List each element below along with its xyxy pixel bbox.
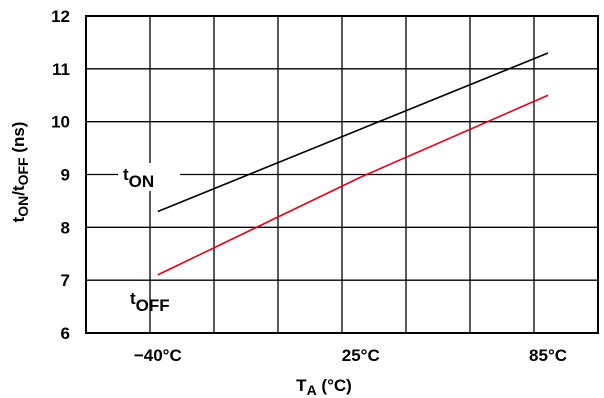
y-axis-title-c: /t: [9, 185, 28, 196]
y-tick-label: 7: [61, 271, 70, 290]
x-tick-label: 85°C: [529, 346, 567, 365]
y-axis-title-b: ON: [15, 196, 31, 217]
y-axis-title-a: t: [9, 216, 28, 222]
series-line-t-off: [157, 94, 549, 276]
y-tick-label: 8: [61, 218, 70, 237]
y-tick-label: 9: [61, 166, 70, 185]
x-tick-label: 25°C: [342, 346, 380, 365]
x-axis-title-main: T: [296, 376, 307, 395]
t-on-label: tON: [123, 165, 154, 191]
plot-frame: [85, 15, 599, 334]
x-tick-labels: −40°C 25°C 85°C: [134, 346, 567, 365]
series-group: [157, 52, 549, 276]
t-on-label-main: t: [123, 165, 129, 184]
t-off-label: tOFF: [130, 289, 170, 315]
x-tick-label: −40°C: [134, 346, 182, 365]
y-tick-label: 11: [52, 60, 70, 79]
x-axis-title: TA (°C): [296, 376, 352, 398]
t-on-label-bg: [118, 163, 180, 191]
x-axis-title-rest: (°C): [317, 376, 352, 395]
y-axis-title-e: (ns): [9, 122, 28, 158]
y-tick-labels: 6 7 8 9 10 11 12: [51, 7, 70, 343]
x-axis-title-sub: A: [307, 382, 317, 398]
t-off-label-main: t: [130, 289, 136, 308]
y-tick-label: 12: [51, 7, 70, 26]
y-axis-title: tON/tOFF (ns): [9, 122, 31, 223]
t-off-label-sub: OFF: [136, 296, 170, 315]
y-axis-title-d: OFF: [15, 157, 31, 185]
y-tick-label: 10: [51, 113, 70, 132]
series-line-t-on: [157, 52, 549, 213]
y-tick-label: 6: [61, 324, 70, 343]
t-on-label-sub: ON: [129, 172, 155, 191]
